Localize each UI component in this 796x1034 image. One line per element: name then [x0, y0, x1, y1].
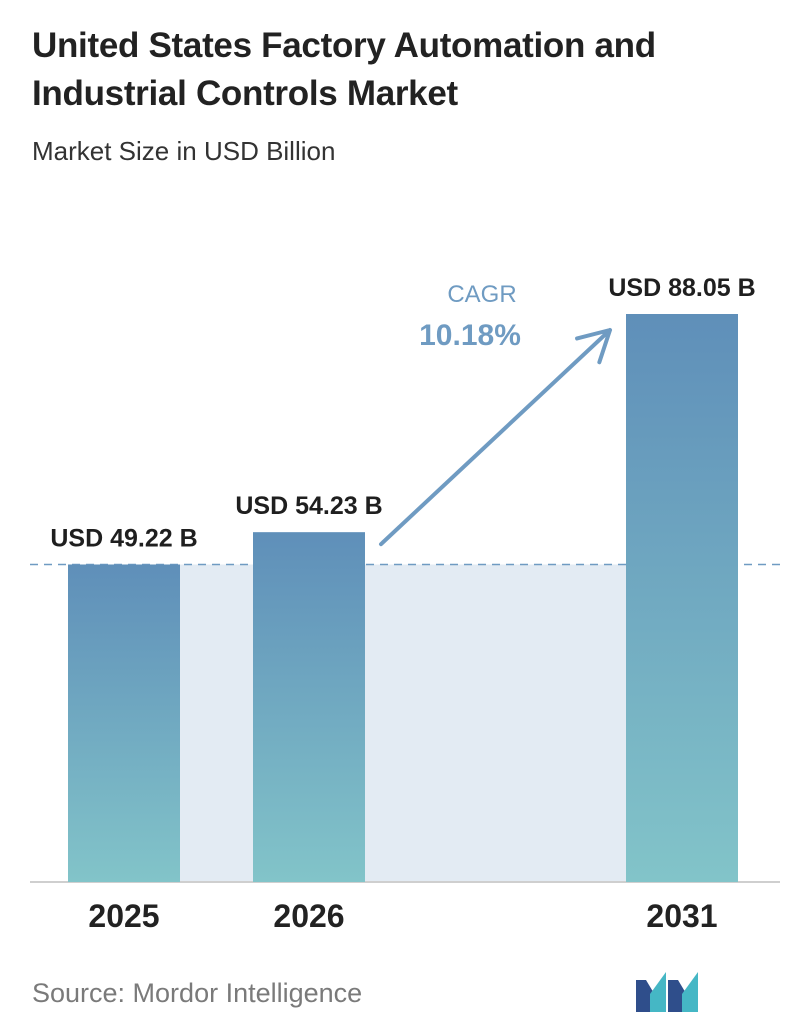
category-label-2026: 2026: [273, 898, 344, 934]
chart-title: United States Factory Automation and Ind…: [32, 26, 656, 113]
source-text: Source: Mordor Intelligence: [32, 978, 363, 1008]
bar-2025: [68, 564, 180, 882]
bars-group: USD 49.22 B 2025 USD 54.23 B 2026 USD 88.05 …: [50, 274, 755, 934]
cagr-label: CAGR: [447, 281, 516, 308]
mordor-intelligence-logo-icon: [636, 972, 698, 1012]
bar-2026: [253, 532, 365, 882]
bar-2031: [626, 314, 738, 882]
value-label-2025: USD 49.22 B: [50, 524, 197, 552]
chart-subtitle: Market Size in USD Billion: [32, 136, 336, 166]
bar-chart: USD 49.22 B 2025 USD 54.23 B 2026 USD 88.05 …: [30, 274, 780, 934]
cagr-arrow: [379, 328, 612, 547]
category-label-2025: 2025: [88, 898, 159, 934]
value-label-2031: USD 88.05 B: [608, 274, 755, 302]
category-label-2031: 2031: [646, 898, 717, 934]
value-label-2026: USD 54.23 B: [235, 492, 382, 520]
cagr-value: 10.18%: [419, 319, 521, 352]
